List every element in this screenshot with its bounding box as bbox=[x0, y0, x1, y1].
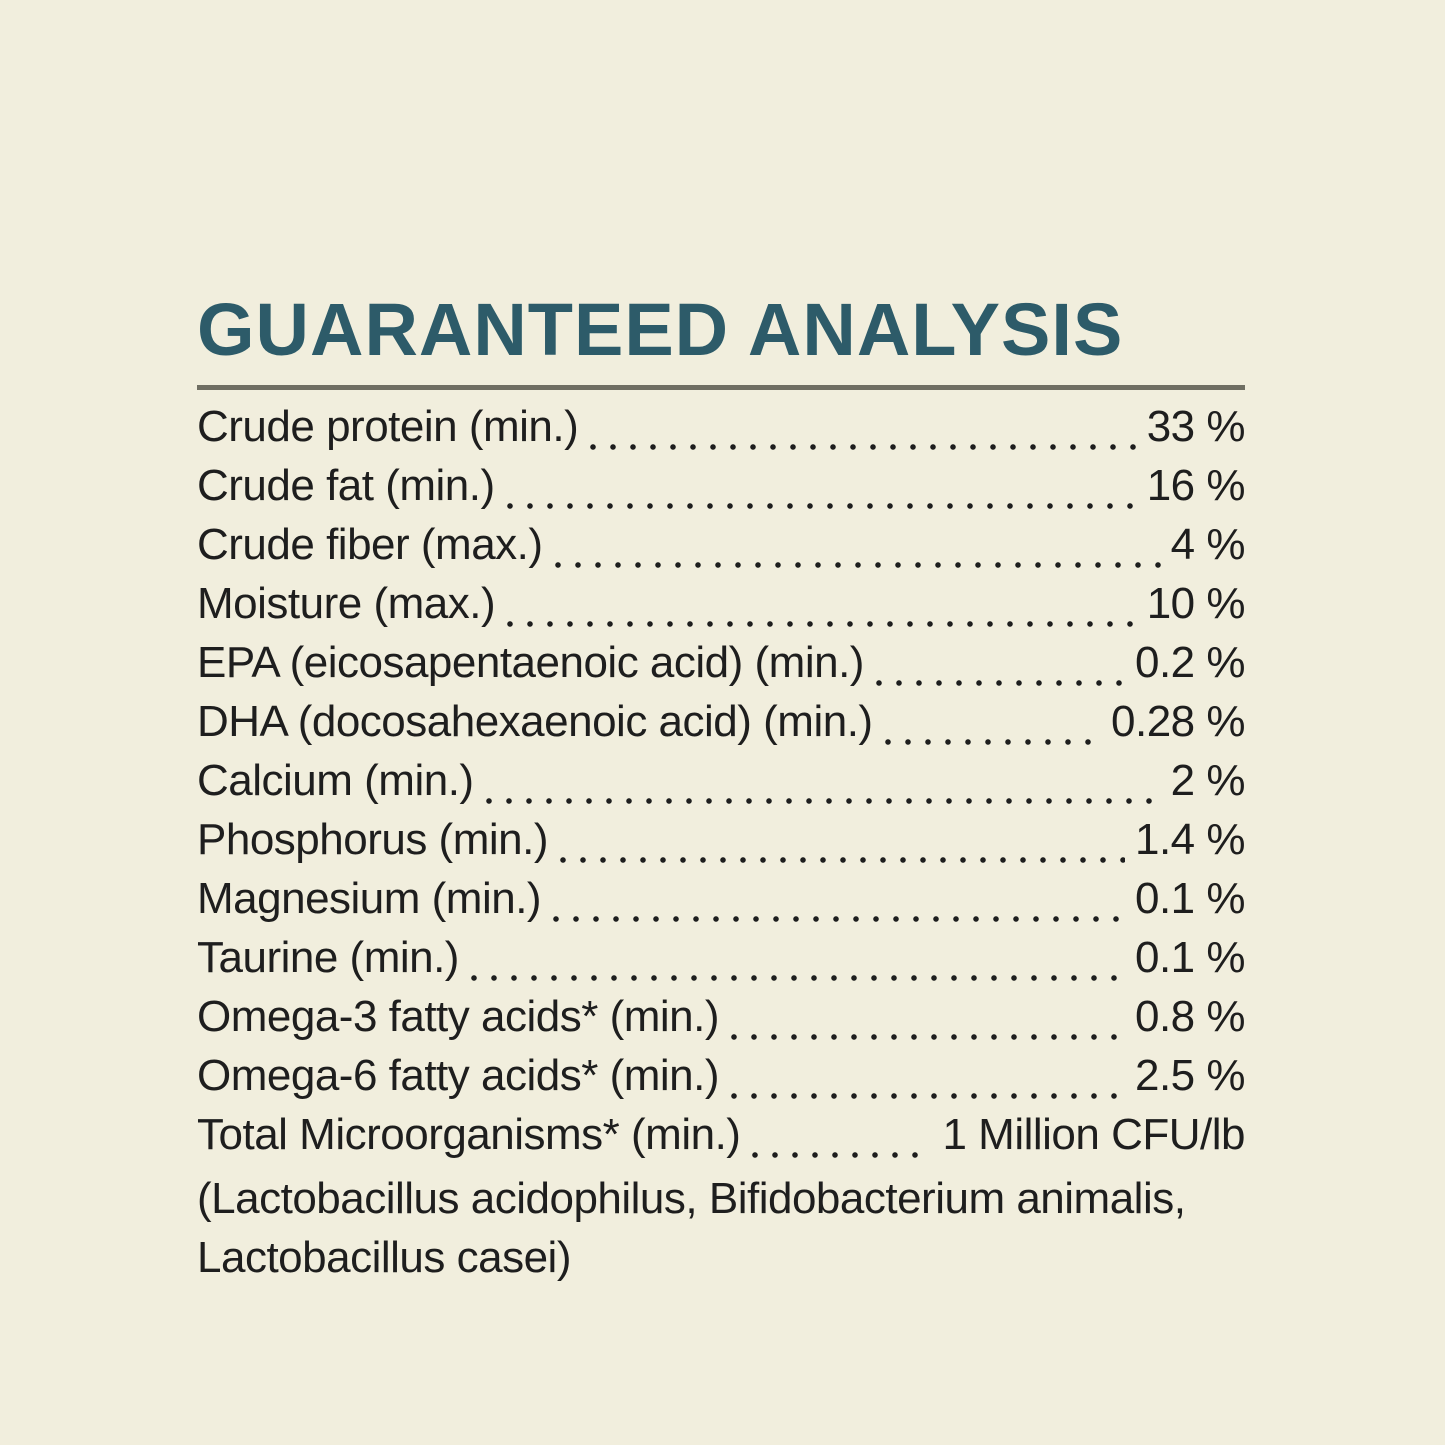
nutrient-value: 0.8 % bbox=[1134, 992, 1246, 1041]
nutrient-label: Magnesium (min.) bbox=[197, 874, 542, 923]
dot-leader bbox=[554, 556, 1161, 568]
nutrient-value: 1.4 % bbox=[1134, 815, 1246, 864]
analysis-row: Omega-3 fatty acids* (min.) 0.8 % bbox=[197, 992, 1246, 1051]
nutrient-label: EPA (eicosapentaenoic acid) (min.) bbox=[197, 638, 864, 687]
nutrient-value: 10 % bbox=[1146, 579, 1246, 628]
analysis-row: Moisture (max.) 10 % bbox=[197, 579, 1246, 638]
analysis-row: Magnesium (min.) 0.1 % bbox=[197, 874, 1246, 933]
analysis-row: Calcium (min.) 2 % bbox=[197, 756, 1246, 815]
analysis-row: Total Microorganisms* (min.) 1 Million CF… bbox=[197, 1110, 1245, 1169]
nutrient-label: Crude protein (min.) bbox=[197, 402, 579, 451]
divider-rule bbox=[197, 385, 1245, 390]
nutrient-label: Crude fiber (max.) bbox=[197, 520, 543, 569]
dot-leader bbox=[875, 674, 1125, 686]
nutrient-value: 2.5 % bbox=[1134, 1051, 1246, 1100]
nutrient-label: Omega-6 fatty acids* (min.) bbox=[197, 1051, 720, 1100]
page-title: GUARANTEED ANALYSIS bbox=[197, 288, 1124, 371]
dot-leader bbox=[559, 851, 1125, 863]
dot-leader bbox=[590, 438, 1137, 450]
dot-leader bbox=[485, 792, 1161, 804]
nutrient-label: Omega-3 fatty acids* (min.) bbox=[197, 992, 720, 1041]
guaranteed-analysis-panel: GUARANTEED ANALYSIS Crude protein (min.)… bbox=[197, 288, 1246, 1287]
nutrient-label: Phosphorus (min.) bbox=[197, 815, 548, 864]
nutrient-value: 0.1 % bbox=[1134, 874, 1246, 923]
nutrient-label: Crude fat (min.) bbox=[197, 461, 495, 510]
dot-leader bbox=[553, 910, 1125, 922]
nutrient-value: 0.2 % bbox=[1134, 638, 1246, 687]
analysis-row: Omega-6 fatty acids* (min.) 2.5 % bbox=[197, 1051, 1246, 1110]
nutrient-value: 4 % bbox=[1170, 520, 1246, 569]
nutrient-label: Taurine (min.) bbox=[197, 933, 459, 982]
nutrient-label: Total Microorganisms* (min.) bbox=[197, 1110, 741, 1159]
analysis-row: Crude fat (min.) 16 % bbox=[197, 461, 1246, 520]
nutrient-value: 1 Million CFU/lb bbox=[942, 1110, 1245, 1159]
dot-leader bbox=[470, 969, 1125, 981]
analysis-row: DHA (docosahexaenoic acid) (min.) 0.28 % bbox=[197, 697, 1245, 756]
nutrient-value: 16 % bbox=[1146, 461, 1246, 510]
dot-leader bbox=[884, 733, 1102, 745]
nutrient-label: Calcium (min.) bbox=[197, 756, 474, 805]
nutrient-value: 0.28 % bbox=[1111, 697, 1245, 746]
nutrient-value: 33 % bbox=[1146, 402, 1246, 451]
analysis-row: Crude fiber (max.) 4 % bbox=[197, 520, 1246, 579]
dot-leader bbox=[507, 615, 1137, 627]
nutrient-label: Moisture (max.) bbox=[197, 579, 496, 628]
dot-leader bbox=[752, 1146, 933, 1158]
nutrient-label: DHA (docosahexaenoic acid) (min.) bbox=[197, 697, 873, 746]
nutrient-value: 0.1 % bbox=[1134, 933, 1246, 982]
nutrient-value: 2 % bbox=[1170, 756, 1246, 805]
footnote-line: (Lactobacillus acidophilus, Bifidobacter… bbox=[197, 1174, 1186, 1223]
microorganisms-footnote: (Lactobacillus acidophilus, Bifidobacter… bbox=[197, 1169, 1245, 1287]
analysis-row: Phosphorus (min.) 1.4 % bbox=[197, 815, 1246, 874]
analysis-row: Crude protein (min.) 33 % bbox=[197, 402, 1246, 461]
dot-leader bbox=[506, 497, 1137, 509]
analysis-table: Crude protein (min.) 33 % Crude fat (min.)… bbox=[197, 402, 1246, 1169]
dot-leader bbox=[731, 1028, 1125, 1040]
footnote-line: Lactobacillus casei) bbox=[197, 1233, 571, 1282]
analysis-row: Taurine (min.) 0.1 % bbox=[197, 933, 1246, 992]
dot-leader bbox=[731, 1087, 1125, 1099]
analysis-row: EPA (eicosapentaenoic acid) (min.) 0.2 % bbox=[197, 638, 1246, 697]
